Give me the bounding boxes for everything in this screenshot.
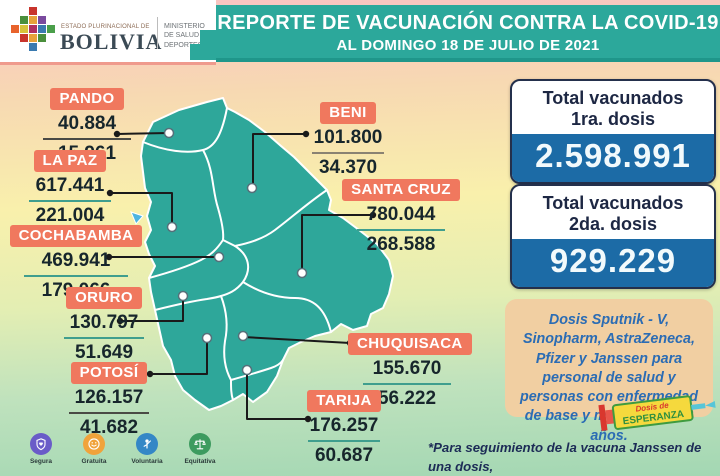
dose-divider	[363, 382, 451, 385]
dosis-de-esperanza-logo: Dosis de ESPERANZA	[595, 381, 720, 448]
principle-label: Equitativa	[184, 458, 216, 465]
dose-divider	[308, 439, 380, 442]
dept-dose1: 155.670	[372, 358, 442, 379]
dept-dose2: 268.588	[366, 233, 436, 255]
dept-name-chip: CHUQUISACA	[348, 333, 472, 355]
bolivia-emblem-icon	[11, 7, 55, 51]
header-band: REPORTE DE VACUNACIÓN CONTRA LA COVID-19…	[216, 5, 720, 62]
dept-dose1: 101.800	[313, 127, 383, 148]
dept-name-chip: POTOSÍ	[70, 362, 148, 384]
vaccination-principles: Segura Gratuita Voluntaria	[20, 433, 221, 465]
dept-chuquisaca: CHUQUISACA 155.670 56.222	[348, 333, 472, 410]
dept-tarija: TARIJA 176.257 60.687	[296, 390, 392, 467]
smiley-coin-icon	[83, 433, 105, 455]
report-title: REPORTE DE VACUNACIÓN CONTRA LA COVID-19	[217, 12, 719, 34]
dept-dose1: 617.441	[35, 175, 105, 196]
dose-divider	[312, 151, 384, 154]
principle-segura: Segura	[20, 433, 62, 465]
dept-beni: BENI 101.800 34.370	[300, 102, 396, 179]
total-label-line1: Total vacunados	[542, 88, 684, 108]
principle-gratuita: Gratuita	[73, 433, 115, 465]
dose-divider	[24, 274, 128, 277]
dose-divider	[64, 336, 144, 339]
dept-pando: PANDO 40.884 15.961	[28, 88, 146, 165]
connector-lines	[109, 132, 373, 420]
dept-dose2: 41.682	[79, 416, 139, 438]
footnote-line1: *Para seguimiento de la vacuna Janssen d…	[428, 440, 702, 475]
titicaca-arrow-icon	[130, 211, 144, 225]
connector-potosi	[150, 340, 208, 375]
dept-oruro: ORURO 130.797 51.649	[50, 287, 158, 364]
total-first-dose-box: Total vacunados 1ra. dosis 2.598.991	[510, 79, 716, 185]
dept-dose2: 221.004	[35, 204, 105, 226]
person-raising-hand-icon	[136, 433, 158, 455]
connector-tarija	[246, 372, 308, 420]
principle-voluntaria: Voluntaria	[126, 433, 168, 465]
principle-label: Voluntaria	[131, 458, 163, 465]
dose-divider	[28, 199, 112, 202]
principle-label: Segura	[29, 458, 53, 465]
dept-dose1: 126.157	[74, 387, 144, 408]
dept-dose1: 176.257	[309, 415, 379, 436]
connector-santacruz	[301, 214, 373, 271]
dept-dose1: 469.941	[41, 250, 111, 271]
dept-name-chip: LA PAZ	[33, 150, 107, 172]
syringe-needle	[691, 403, 706, 410]
dose-divider	[69, 411, 149, 414]
dept-dose1: 780.044	[366, 204, 436, 225]
connector-lapaz	[110, 192, 173, 226]
total-label-line2: 1ra. dosis	[570, 108, 656, 129]
total-first-dose-label: Total vacunados 1ra. dosis	[512, 81, 714, 134]
dept-name-chip: SANTA CRUZ	[342, 179, 460, 201]
janssen-footnote: *Para seguimiento de la vacuna Janssen d…	[428, 438, 718, 476]
brand-ministry: MINISTERIO DE SALUD Y DEPORTES	[164, 23, 206, 49]
principle-equitativa: Equitativa	[179, 433, 221, 465]
dept-name-chip: ORURO	[66, 287, 142, 309]
total-second-dose-label: Total vacunados 2da. dosis	[512, 186, 714, 239]
dept-dose2: 34.370	[318, 156, 378, 178]
brand-pretitle: ESTADO PLURINACIONAL DE	[61, 24, 150, 30]
connector-beni	[252, 133, 306, 187]
principle-label: Gratuita	[81, 458, 107, 465]
dept-potosi: POTOSÍ 126.157 41.682	[55, 362, 163, 439]
dept-dose2: 51.649	[74, 341, 134, 363]
brand-block: ESTADO PLURINACIONAL DE BOLIVIA MINISTER…	[0, 0, 216, 65]
brand-divider	[157, 17, 158, 49]
total-first-dose-value: 2.598.991	[512, 134, 714, 183]
dose-divider	[43, 137, 131, 140]
dept-dose1: 40.884	[57, 113, 117, 134]
balance-scales-icon	[189, 433, 211, 455]
map-marker-dots	[163, 127, 308, 376]
header-step-decoration	[190, 44, 216, 60]
dept-dose2: 56.222	[377, 387, 437, 409]
esperanza-line1: Dosis de	[635, 401, 670, 414]
dept-dose1: 130.797	[69, 312, 139, 333]
dept-name-chip: BENI	[320, 102, 376, 124]
dept-name-chip: PANDO	[50, 88, 124, 110]
dept-name-chip: TARIJA	[307, 390, 381, 412]
total-second-dose-value: 929.229	[512, 239, 714, 288]
dept-name-chip: COCHABAMBA	[9, 225, 143, 247]
total-label-line2: 2da. dosis	[568, 213, 658, 234]
label-end-dots	[105, 130, 377, 423]
report-subtitle: AL DOMINGO 18 DE JULIO DE 2021	[336, 37, 600, 54]
connector-pando	[116, 132, 170, 135]
department-borders	[142, 107, 332, 401]
syringe-plunger	[598, 404, 608, 431]
shield-heart-icon	[30, 433, 52, 455]
connector-oruro	[120, 298, 184, 322]
connector-chuquisaca	[242, 336, 351, 344]
total-label-line1: Total vacunados	[542, 193, 684, 213]
dept-la-paz: LA PAZ 617.441 221.004	[14, 150, 126, 227]
brand-name: BOLIVIA	[60, 29, 163, 54]
total-second-dose-box: Total vacunados 2da. dosis 929.229	[510, 184, 716, 290]
dept-dose2: 60.687	[314, 444, 374, 466]
dose-divider	[357, 228, 445, 231]
dept-santa-cruz: SANTA CRUZ 780.044 268.588	[342, 179, 460, 256]
